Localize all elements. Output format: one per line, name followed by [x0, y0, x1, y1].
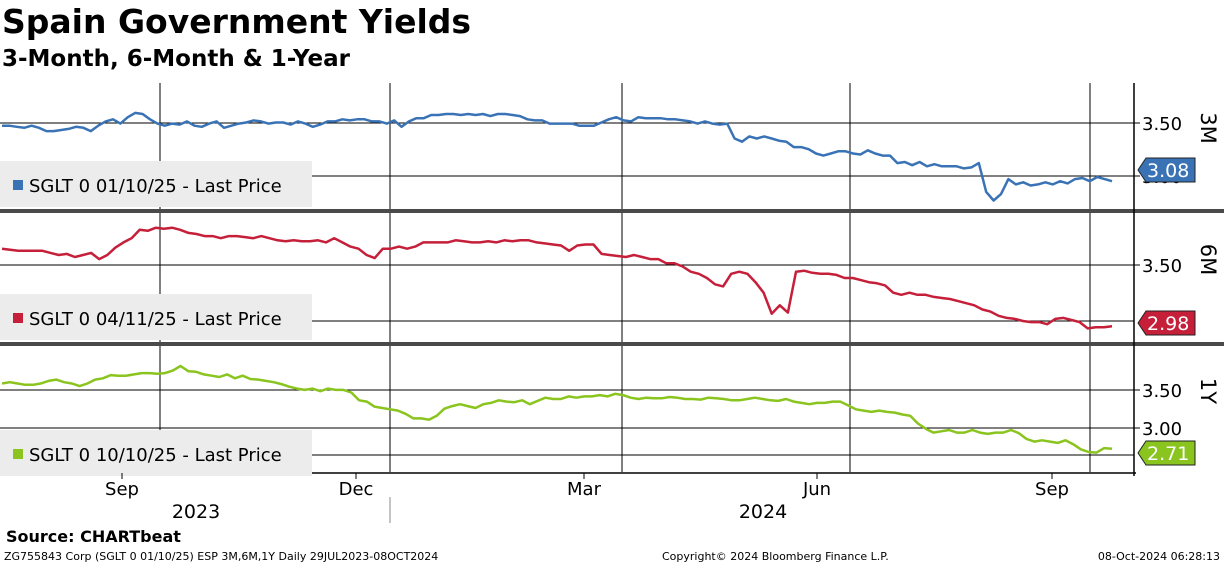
year-label: 2024 — [739, 501, 787, 523]
x-tick-label: Sep — [1035, 479, 1069, 500]
x-tick-label: Dec — [339, 479, 374, 500]
panel-separator-1 — [0, 209, 1224, 213]
series-line-1Y — [1, 364, 1113, 454]
x-tick-label: Mar — [567, 479, 602, 500]
legend-swatch — [13, 313, 23, 323]
legend-swatch — [13, 180, 23, 190]
last-value-badge-1Y: 2.71 — [1137, 440, 1196, 466]
last-value-badge-6M: 2.98 — [1137, 310, 1196, 336]
panel-1Y: 3.50 3.00 1Y SGLT 0 10/10/25 - Last Price 2.… — [0, 346, 1220, 476]
last-value-label: 2.71 — [1147, 443, 1189, 465]
panel-name-1Y: 1Y — [1196, 378, 1220, 404]
legend-label: SGLT 0 10/10/25 - Last Price — [29, 445, 282, 466]
chart-subtitle: 3-Month, 6-Month & 1-Year — [2, 46, 350, 72]
series-line-6M — [1, 226, 1113, 330]
x-tick-label: Sep — [105, 479, 139, 500]
legend-box — [0, 294, 312, 340]
legend-swatch — [13, 449, 23, 459]
series-line-3M — [2, 111, 1113, 202]
x-tick-label: Jun — [802, 479, 831, 500]
legend-box — [0, 430, 312, 476]
badge-shape — [1137, 440, 1196, 466]
panel-name-3M: 3M — [1196, 112, 1220, 143]
footer-timestamp: 08-Oct-2024 06:28:13 — [1097, 550, 1220, 563]
source-label: Source: CHARTbeat — [6, 527, 181, 546]
y-tick-label: 3.50 — [1142, 381, 1182, 402]
footer-copyright: Copyright© 2024 Bloomberg Finance L.P. — [662, 550, 889, 563]
legend-label: SGLT 0 04/11/25 - Last Price — [29, 309, 282, 330]
panel-name-6M: 6M — [1196, 244, 1220, 275]
badge-shape — [1137, 157, 1196, 183]
panel-6M: 3.50 6M SGLT 0 04/11/25 - Last Price 2.98 — [0, 213, 1220, 342]
badge-shape — [1137, 310, 1196, 336]
legend-label: SGLT 0 01/10/25 - Last Price — [29, 176, 282, 197]
last-value-label: 3.08 — [1147, 160, 1189, 182]
legend-box — [0, 161, 312, 207]
y-tick-label: 3.50 — [1142, 114, 1182, 135]
y-tick-label: 3.00 — [1142, 419, 1182, 440]
last-value-label: 2.98 — [1147, 313, 1189, 335]
chart-title: Spain Government Yields — [2, 2, 472, 41]
panel-3M: 3.503.003MSGLT 0 01/10/25 - Last Price3.… — [0, 83, 1220, 209]
last-value-badge-3M: 3.08 — [1137, 157, 1196, 183]
panel-separator-2 — [0, 342, 1224, 346]
footer-security-info: ZG755843 Corp (SGLT 0 01/10/25) ESP 3M,6… — [4, 550, 439, 563]
year-label: 2023 — [172, 501, 220, 523]
y-tick-label: 3.50 — [1142, 256, 1182, 277]
